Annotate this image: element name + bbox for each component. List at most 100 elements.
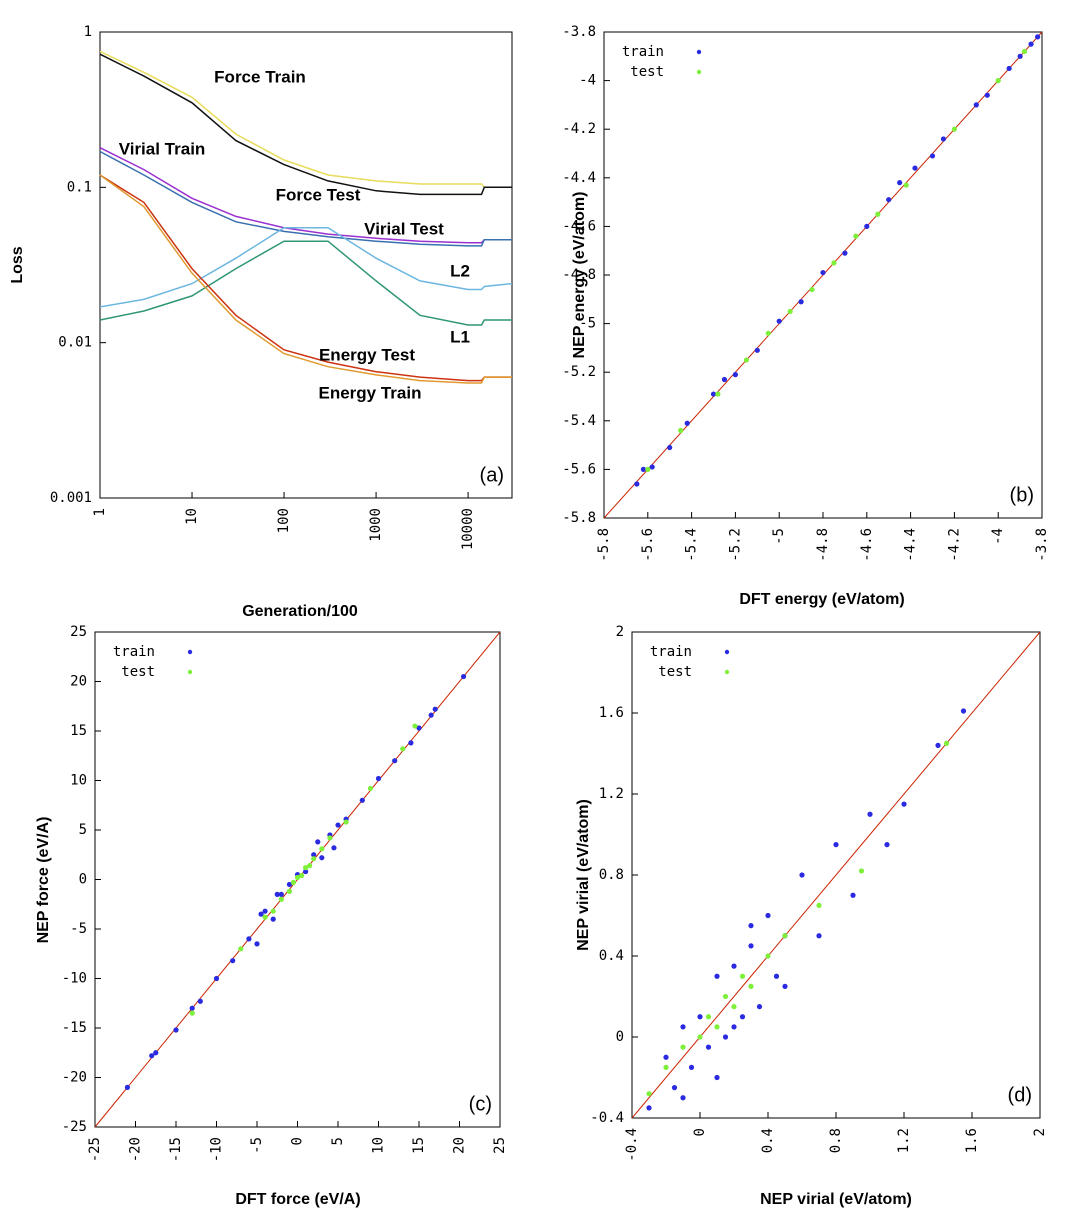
legend-label: train [650,644,692,660]
point [153,1050,159,1056]
legend-label: test [658,664,692,680]
point [850,892,856,898]
point [722,1034,729,1040]
panel-label: (a) [480,464,504,486]
point [646,1105,652,1111]
point [884,842,890,848]
point [833,842,839,848]
point [290,879,297,886]
point [311,852,317,858]
point [756,1004,763,1010]
legend-label: train [113,644,155,660]
point [715,391,721,397]
point [732,372,739,378]
point [748,923,754,929]
x-tick-label: -4.4 [903,528,919,562]
point [645,466,651,472]
point [787,308,793,315]
point [798,299,804,305]
series-label: Energy Test [319,345,415,364]
y-tick-label: -5.8 [562,510,596,526]
point [189,1010,195,1016]
loss-line [99,50,512,189]
point [646,1091,652,1097]
point [714,1024,720,1030]
point [714,973,720,979]
point [864,223,870,229]
point [303,865,309,871]
x-tick-label: 10 [371,1137,387,1154]
point [359,797,365,803]
x-tick-label: 1000 [368,508,384,542]
y-tick-label: -15 [62,1020,87,1036]
point [705,1044,712,1050]
point [799,872,805,878]
x-tick-label: -20 [128,1137,144,1162]
series-label: L1 [450,327,470,346]
point [820,269,826,276]
y-tick-label: 0.4 [599,948,624,964]
point [782,933,788,939]
point [1021,48,1028,55]
panel-label: (b) [1010,484,1034,506]
x-tick-label: 0 [692,1128,708,1136]
x-tick-label: -5 [771,528,787,545]
point [230,958,236,964]
point [940,136,947,142]
y-tick-label: -20 [62,1070,87,1086]
point [319,855,325,861]
y-tick-label: 1 [84,24,92,40]
point [960,708,967,714]
point [853,233,859,239]
y-tick-label: 0.001 [50,490,92,506]
point [858,868,865,874]
point [710,391,717,397]
y-tick-label: 0.8 [599,867,624,883]
point [731,1024,737,1030]
point [460,673,467,680]
point [303,868,309,875]
loss-line [99,174,512,382]
x-tick-label: 20 [452,1137,468,1154]
loss-line [99,240,512,326]
legend-marker [696,69,702,75]
x-tick-label: 5 [330,1137,346,1145]
x-tick-label: -5.4 [684,528,700,562]
point [262,914,268,920]
y-tick-label: -4.2 [562,121,596,137]
y-tick-label: -4 [579,73,596,89]
point [680,1044,686,1050]
point [748,983,754,989]
point [274,891,280,897]
point [262,908,268,914]
x-tick-label: 1.2 [896,1128,912,1153]
diagonal-line [631,631,1041,1119]
point [731,1004,737,1010]
y-tick-label: -4.8 [562,267,596,283]
point [392,758,398,764]
point [722,993,729,1000]
legend-marker [724,649,730,655]
point [816,933,822,939]
point [315,839,321,845]
point [831,260,837,266]
point [995,78,1001,84]
point [903,182,909,188]
y-tick-label: 2 [616,624,624,640]
point [294,874,301,881]
point [1028,41,1034,47]
point [634,481,640,487]
point [875,211,881,217]
loss-line [99,174,512,384]
series-label: Virial Train [119,139,206,158]
x-tick-label: 100 [276,508,292,533]
y-tick-label: 20 [70,674,87,690]
plot-frame [99,31,513,499]
x-tick-label: -15 [168,1137,184,1162]
y-tick-label: 15 [70,723,87,739]
x-tick-label: -5.2 [727,528,743,562]
y-tick-label: -5.2 [562,364,596,380]
point [408,740,414,746]
point [943,740,950,746]
